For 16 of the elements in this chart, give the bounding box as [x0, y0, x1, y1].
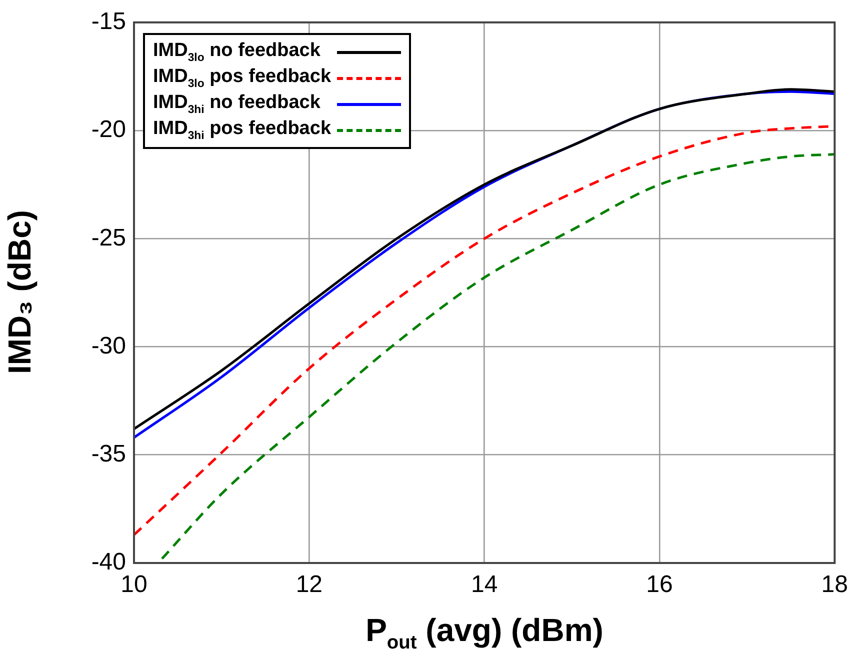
x-tick-label: 12: [296, 571, 323, 598]
x-tick-label: 14: [470, 571, 498, 598]
legend-label: IMD$_{3lo}$ pos feedback: [153, 66, 332, 90]
legend-label: IMD$_{3lo}$ no feedback: [153, 40, 320, 64]
y-axis-title: IMD₃ (dBc): [2, 210, 38, 374]
y-tick-label: -20: [91, 116, 126, 144]
line-series: [160, 153, 835, 560]
x-tick-label: 16: [646, 571, 673, 598]
x-axis-title: P$_{out}$ (avg) (dBm): [364, 612, 604, 654]
y-tick-label: -15: [91, 8, 126, 36]
y-tick-label: -35: [91, 440, 126, 468]
y-tick-label: -30: [91, 332, 126, 360]
legend-label: IMD$_{3hi}$ no feedback: [153, 92, 320, 116]
legend-label: IMD$_{3hi}$ pos feedback: [153, 118, 332, 142]
x-tick-label: 18: [821, 571, 848, 598]
y-tick-label: -25: [91, 224, 126, 252]
